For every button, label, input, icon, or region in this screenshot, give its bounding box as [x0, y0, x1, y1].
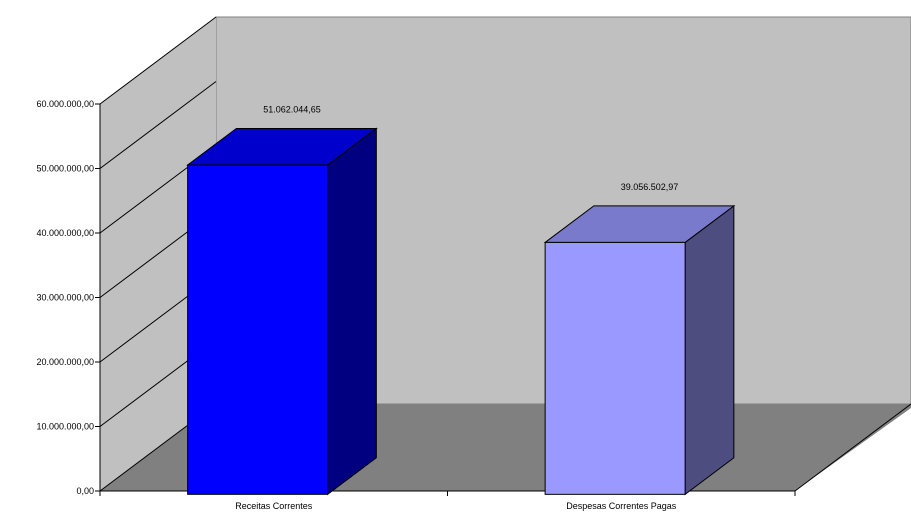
y-tick-label: 40.000.000,00 — [36, 228, 94, 238]
floor-edge-line — [794, 403, 911, 492]
x-tick-label: Despesas Correntes Pagas — [566, 501, 677, 511]
y-depth-line — [99, 81, 217, 169]
y-tick-label: 0,00 — [76, 486, 94, 496]
y-tick-label: 20.000.000,00 — [36, 357, 94, 367]
y-tick-label: 30.000.000,00 — [36, 293, 94, 303]
bar — [544, 241, 686, 495]
data-label: 39.056.502,97 — [621, 182, 679, 192]
bar-side — [327, 127, 377, 496]
y-depth-line — [99, 16, 217, 105]
y-tick-label: 60.000.000,00 — [36, 99, 94, 109]
y-tick-label: 10.000.000,00 — [36, 422, 94, 432]
bar-side — [684, 204, 735, 496]
x-tick-label: Receitas Correntes — [235, 501, 313, 511]
data-label: 51.062.044,65 — [263, 104, 321, 114]
y-tick-label: 50.000.000,00 — [36, 164, 94, 174]
bar — [187, 164, 329, 495]
